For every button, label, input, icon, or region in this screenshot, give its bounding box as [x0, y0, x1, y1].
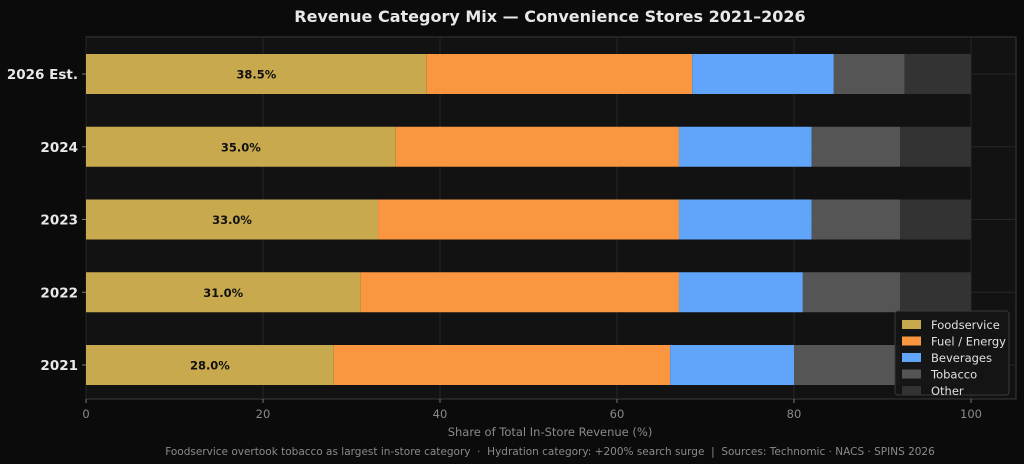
chart-title: Revenue Category Mix — Convenience Store…: [294, 7, 805, 26]
legend: Foodservice Fuel / Energy Beverages Tobacco…: [894, 310, 1010, 398]
bar-fuel-energy: [395, 126, 679, 167]
y-tick-label: 2021: [40, 358, 78, 374]
legend-swatch-fuel-energy: [902, 336, 921, 346]
bar-other: [904, 54, 971, 94]
footnote: Foodservice overtook tobacco as largest …: [165, 446, 935, 458]
x-axis-label: Share of Total In-Store Revenue (%): [448, 425, 653, 439]
x-tick-label: 60: [610, 407, 625, 421]
bar-fuel-energy: [378, 199, 679, 240]
legend-label-foodservice: Foodservice: [931, 318, 1000, 332]
bar-value-label: 31.0%: [203, 286, 243, 300]
bar-tobacco: [811, 126, 901, 167]
legend-box: [894, 310, 1010, 396]
bar-foodservice: [86, 54, 427, 94]
bar-tobacco: [794, 345, 901, 385]
bar-tobacco: [811, 199, 901, 240]
bar-value-label: 35.0%: [221, 140, 261, 154]
bar-foodservice: [86, 272, 361, 313]
x-tick-label: 100: [960, 407, 982, 421]
x-tick-label: 0: [82, 407, 89, 421]
legend-swatch-tobacco: [902, 369, 921, 379]
bar-tobacco: [833, 54, 905, 94]
bar-other: [900, 199, 971, 240]
bar-foodservice: [86, 126, 396, 167]
legend-label-other: Other: [931, 384, 964, 398]
legend-label-tobacco: Tobacco: [930, 368, 977, 382]
y-tick-label: 2026 Est.: [7, 67, 78, 83]
bar-fuel-energy: [426, 54, 693, 94]
bar-foodservice: [86, 199, 379, 240]
bar-value-label: 28.0%: [190, 359, 230, 373]
legend-label-beverages: Beverages: [931, 351, 992, 365]
bar-other: [900, 126, 971, 167]
bar-beverages: [678, 272, 803, 313]
bar-beverages: [678, 199, 812, 240]
axes: 0 20 40 60 80 100 2026 Est. 2024 2023 2022 2021: [7, 67, 982, 421]
bar-value-label: 33.0%: [212, 213, 252, 227]
bar-fuel-energy: [360, 272, 679, 313]
y-tick-label: 2024: [40, 140, 78, 156]
bar-tobacco: [802, 272, 901, 313]
y-tick-label: 2023: [40, 213, 78, 229]
legend-swatch-foodservice: [902, 320, 921, 329]
legend-swatch-beverages: [902, 353, 921, 362]
bar-stacks: 38.5% 35.0% 33.0% 31.0% 28.0%: [86, 54, 971, 385]
bar-beverages: [692, 54, 834, 94]
bar-beverages: [678, 126, 812, 167]
legend-swatch-other: [902, 386, 921, 395]
x-tick-label: 40: [433, 407, 448, 421]
bar-value-label: 38.5%: [236, 68, 276, 82]
y-tick-label: 2022: [40, 285, 78, 301]
bar-fuel-energy: [333, 345, 671, 385]
legend-label-fuel-energy: Fuel / Energy: [931, 335, 1006, 349]
bar-foodservice: [86, 345, 334, 385]
bar-beverages: [670, 345, 794, 385]
x-tick-label: 20: [256, 407, 271, 421]
bar-other: [900, 272, 971, 313]
x-tick-label: 80: [787, 407, 802, 421]
